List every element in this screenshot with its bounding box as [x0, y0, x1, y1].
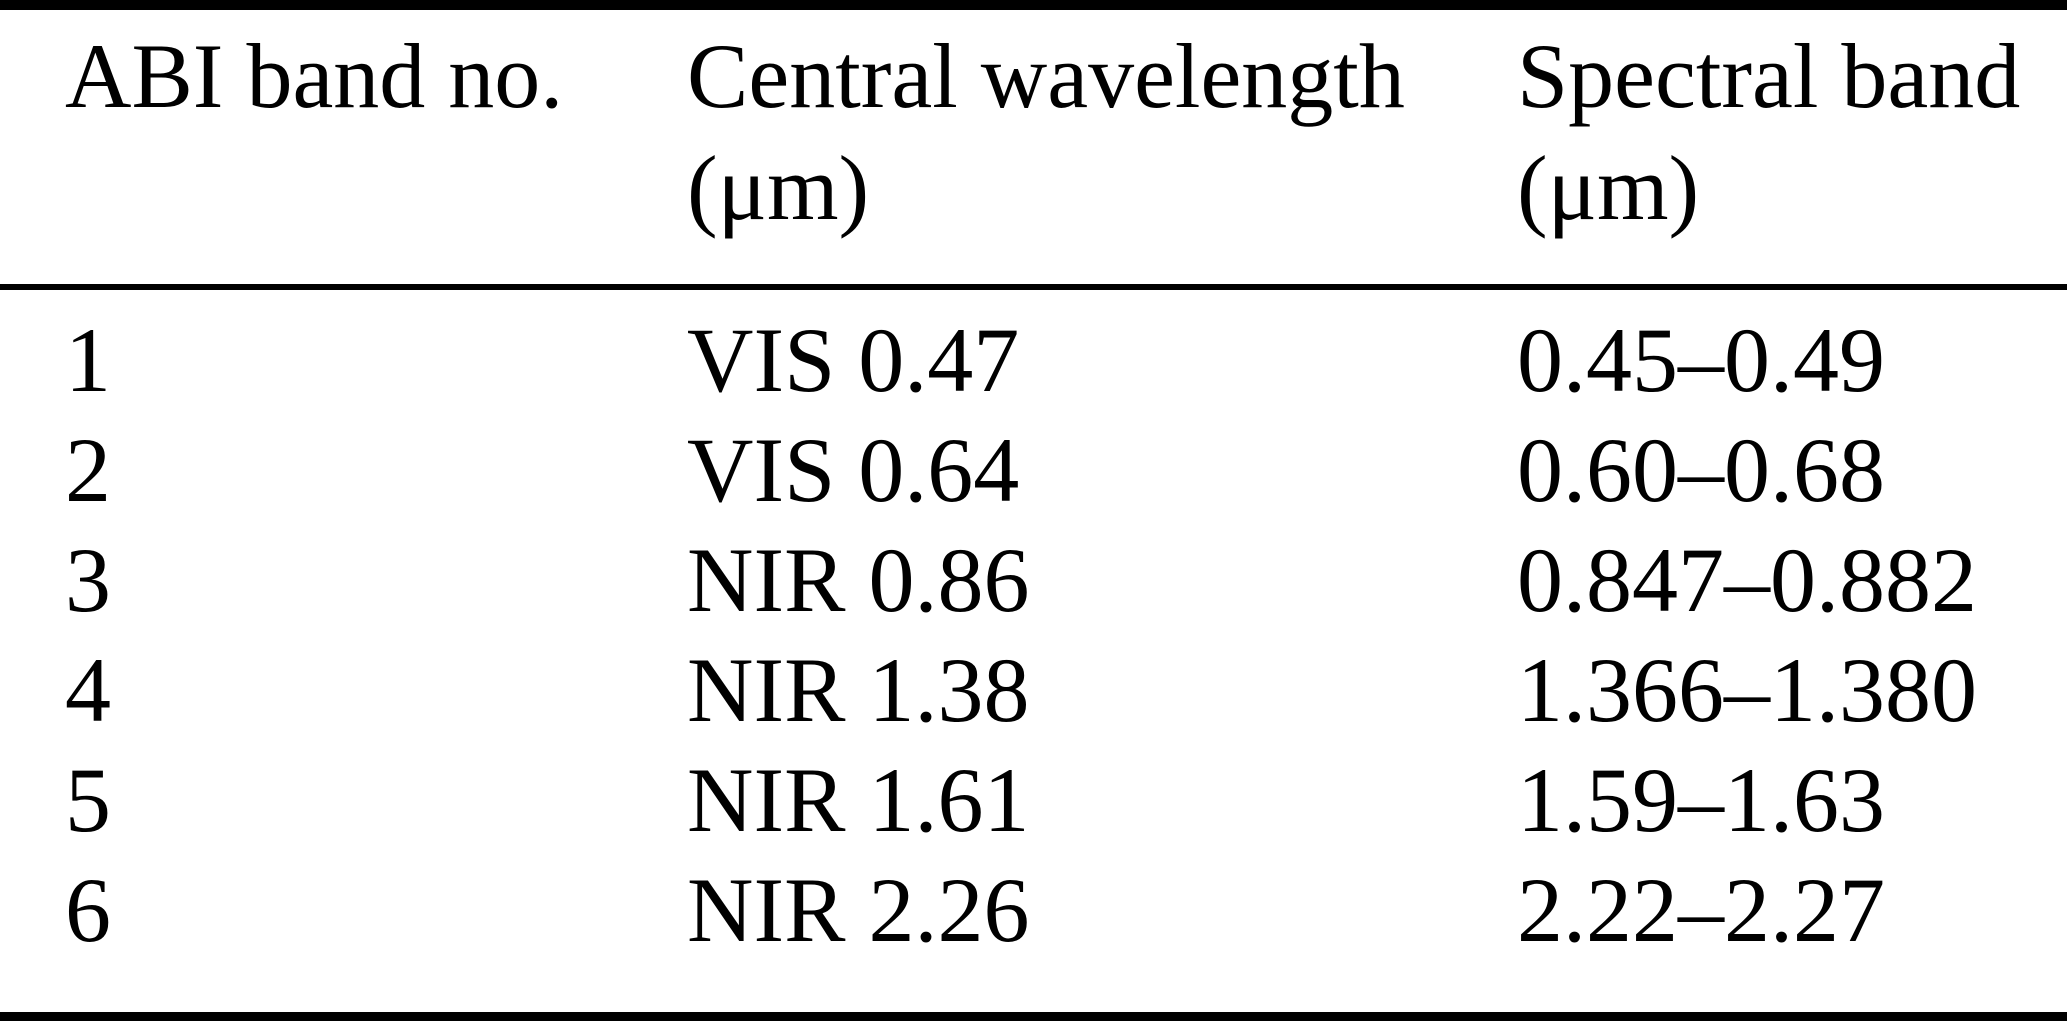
- cell-spectral-band: 0.847–0.882: [1517, 529, 1977, 631]
- cell-central-wavelength: NIR 1.38: [687, 639, 1030, 741]
- table-top-rule: [0, 0, 2067, 10]
- table-row: 4 NIR 1.38 1.366–1.380: [0, 635, 2067, 745]
- table-header-rule: [0, 284, 2067, 290]
- cell-central-wavelength: VIS 0.64: [687, 419, 1020, 521]
- table-row: 5 NIR 1.61 1.59–1.63: [0, 745, 2067, 855]
- cell-band-no: 3: [65, 529, 111, 631]
- cell-spectral-band: 0.45–0.49: [1517, 309, 1885, 411]
- column-header-label: Spectral band: [1517, 25, 2021, 127]
- table-row: 6 NIR 2.26 2.22–2.27: [0, 855, 2067, 965]
- cell-central-wavelength: NIR 0.86: [687, 529, 1030, 631]
- cell-spectral-band: 0.60–0.68: [1517, 419, 1885, 521]
- column-header-unit: (μm): [1517, 137, 1700, 239]
- table-body: 1 VIS 0.47 0.45–0.49 2 VIS 0.64 0.60–0.6…: [0, 290, 2067, 1012]
- table-row: 3 NIR 0.86 0.847–0.882: [0, 525, 2067, 635]
- cell-band-no: 4: [65, 639, 111, 741]
- table-bottom-rule: [0, 1012, 2067, 1021]
- column-header-unit: (μm): [687, 137, 870, 239]
- column-header-abi-band-no: ABI band no.: [65, 20, 687, 244]
- column-header-label: ABI band no.: [65, 25, 564, 127]
- cell-band-no: 1: [65, 309, 111, 411]
- column-header-label: Central wavelength: [687, 25, 1405, 127]
- table-header-row: ABI band no. Central wavelength (μm) Spe…: [0, 10, 2067, 284]
- cell-central-wavelength: NIR 1.61: [687, 749, 1030, 851]
- cell-spectral-band: 1.366–1.380: [1517, 639, 1977, 741]
- cell-band-no: 6: [65, 859, 111, 961]
- cell-spectral-band: 1.59–1.63: [1517, 749, 1885, 851]
- cell-central-wavelength: VIS 0.47: [687, 309, 1020, 411]
- cell-band-no: 5: [65, 749, 111, 851]
- table-row: 1 VIS 0.47 0.45–0.49: [0, 305, 2067, 415]
- column-header-spectral-band: Spectral band (μm): [1517, 20, 2067, 244]
- cell-spectral-band: 2.22–2.27: [1517, 859, 1885, 961]
- cell-band-no: 2: [65, 419, 111, 521]
- cell-central-wavelength: NIR 2.26: [687, 859, 1030, 961]
- table-row: 2 VIS 0.64 0.60–0.68: [0, 415, 2067, 525]
- column-header-central-wavelength: Central wavelength (μm): [687, 20, 1517, 244]
